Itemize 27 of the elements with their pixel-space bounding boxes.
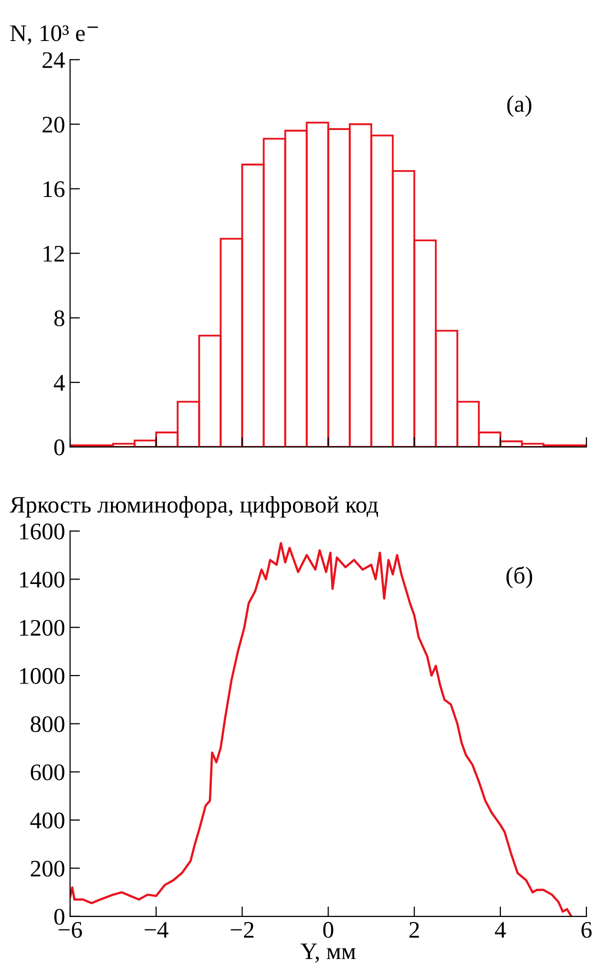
y-tick-label: 8 [54,310,64,326]
y-tick-label: 1000 [20,668,64,684]
y-tick-label: 1200 [20,620,64,636]
y-tick-label: 0 [54,439,64,456]
y-tick-label: 200 [30,860,64,877]
x-tick-label: −4 [144,922,168,938]
y-tick-label: 12 [44,246,64,262]
x-axis-title: Y, мм [300,944,356,963]
y-tick-label: 20 [42,116,64,133]
y-tick-label: 800 [30,716,64,732]
annotation: (б) [506,566,532,588]
y-axis-title: N, 10³ e$^{−}$ [10,25,98,45]
y-tick-label: 600 [30,764,64,780]
y-axis-title: Яркость люминофора, цифровой код [10,496,378,518]
x-tick-label: −2 [230,922,254,938]
x-tick-label: 4 [494,922,506,938]
annotation: (а) [507,95,532,117]
y-tick-label: 24 [42,52,65,68]
y-tick-label: 16 [44,181,65,198]
y-tick-label: 1400 [20,572,64,588]
x-tick-label: 2 [409,922,419,938]
y-tick-label: 1600 [20,524,64,540]
y-tick-label: 4 [54,375,65,391]
y-tick-label: 400 [30,812,64,828]
line-series [70,542,572,916]
x-tick-label: 0 [323,922,334,938]
x-tick-label: 6 [582,922,592,938]
